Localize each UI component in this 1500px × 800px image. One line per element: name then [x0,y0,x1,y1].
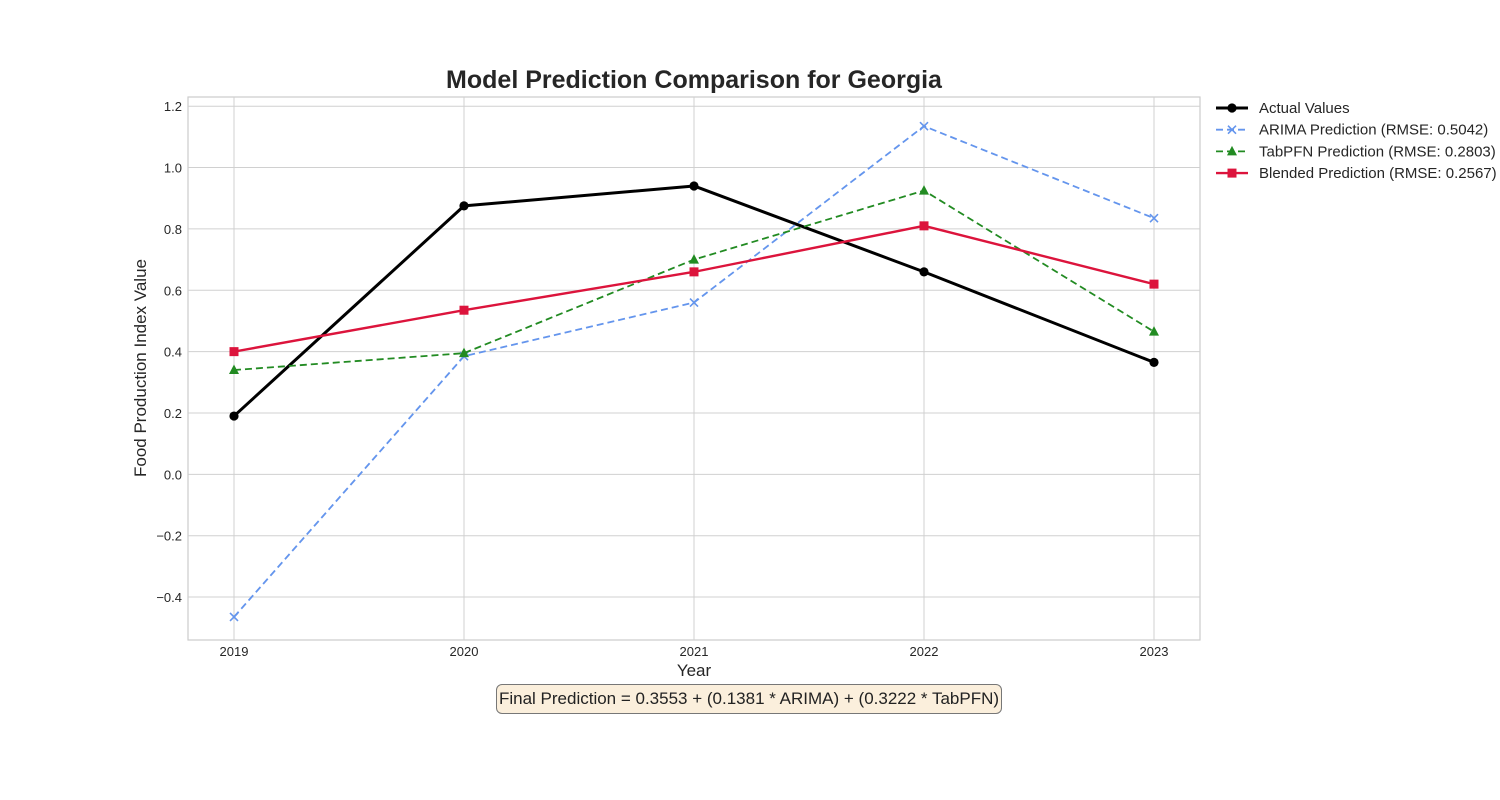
legend-marker-tabpfn [1227,145,1237,156]
y-tick-label: −0.2 [156,529,182,544]
data-point-arima [689,297,699,308]
data-point-blended [1149,279,1159,289]
x-tick-label: 2020 [450,644,479,659]
y-tick-label: 0.2 [164,406,182,421]
legend-marker-arima [1227,125,1237,135]
y-axis-label: Food Production Index Value [131,259,150,477]
series-actual [229,181,1159,421]
data-point-tabpfn [919,185,929,195]
y-tick-label: 1.2 [164,99,182,114]
legend-label-blended: Blended Prediction (RMSE: 0.2567) [1259,165,1497,182]
data-point-arima [919,121,929,131]
data-point-tabpfn [1149,326,1159,336]
legend-label-tabpfn: TabPFN Prediction (RMSE: 0.2803) [1259,143,1496,160]
data-point-tabpfn [229,364,239,375]
legend: Actual Values ARIMA Prediction (RMSE: 0.5… [1216,100,1497,182]
x-tick-label: 2021 [680,644,709,659]
y-tick-label: 0.0 [164,467,182,482]
data-point-tabpfn [689,254,699,264]
data-point-arima [229,612,239,622]
data-point-blended [459,305,469,315]
data-point-tabpfn [459,347,469,358]
y-tick-label: 0.8 [164,222,182,237]
data-point-actual [919,267,929,277]
legend-marker-blended [1227,168,1237,178]
data-point-arima [1149,213,1159,223]
x-tick-label: 2019 [220,644,249,659]
x-axis-ticks: 2019 2020 2021 2022 2023 [220,644,1169,659]
x-tick-label: 2023 [1140,644,1169,659]
data-point-actual [689,181,699,191]
data-point-actual [229,411,239,421]
x-axis-label: Year [677,661,712,680]
x-tick-label: 2022 [910,644,939,659]
y-tick-label: 0.4 [164,345,182,360]
data-point-blended [919,221,929,231]
data-point-blended [229,347,239,357]
series-group [229,121,1159,622]
y-tick-label: 1.0 [164,161,182,176]
chart-title: Model Prediction Comparison for Georgia [446,66,943,94]
y-tick-label: 0.6 [164,283,182,298]
data-point-blended [689,267,699,277]
final-prediction-formula: Final Prediction = 0.3553 + (0.1381 * AR… [496,684,1002,714]
y-axis-ticks: −0.4 −0.2 0.0 0.2 0.4 0.6 0.8 1.0 1.2 [156,99,182,605]
data-point-actual [459,201,469,211]
legend-label-arima: ARIMA Prediction (RMSE: 0.5042) [1259,122,1488,139]
data-point-actual [1149,357,1159,367]
y-tick-label: −0.4 [156,590,182,605]
legend-label-actual: Actual Values [1259,100,1350,117]
series-blended [229,221,1159,357]
series-tabpfn [229,185,1159,375]
legend-marker-actual [1227,103,1237,113]
